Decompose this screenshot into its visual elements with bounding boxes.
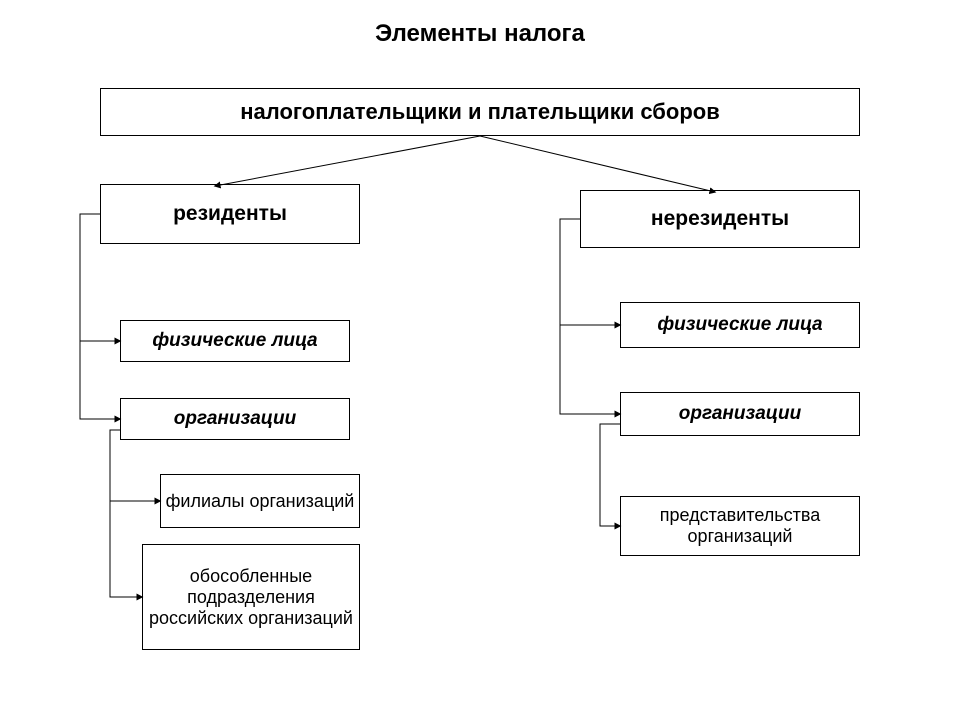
node-nonres-orgs: организации [620,392,860,436]
node-nonresidents: нерезиденты [580,190,860,248]
node-residents: резиденты [100,184,360,244]
node-res-individuals: физические лица [120,320,350,362]
node-res-branches: филиалы организаций [160,474,360,528]
node-nonres-repr: представительства организаций [620,496,860,556]
node-res-subdiv: обособленные подразделения российских ор… [142,544,360,650]
diagram-title: Элементы налога [313,20,647,50]
node-root: налогоплательщики и плательщики сборов [100,88,860,136]
node-nonres-individuals: физические лица [620,302,860,348]
node-res-orgs: организации [120,398,350,440]
